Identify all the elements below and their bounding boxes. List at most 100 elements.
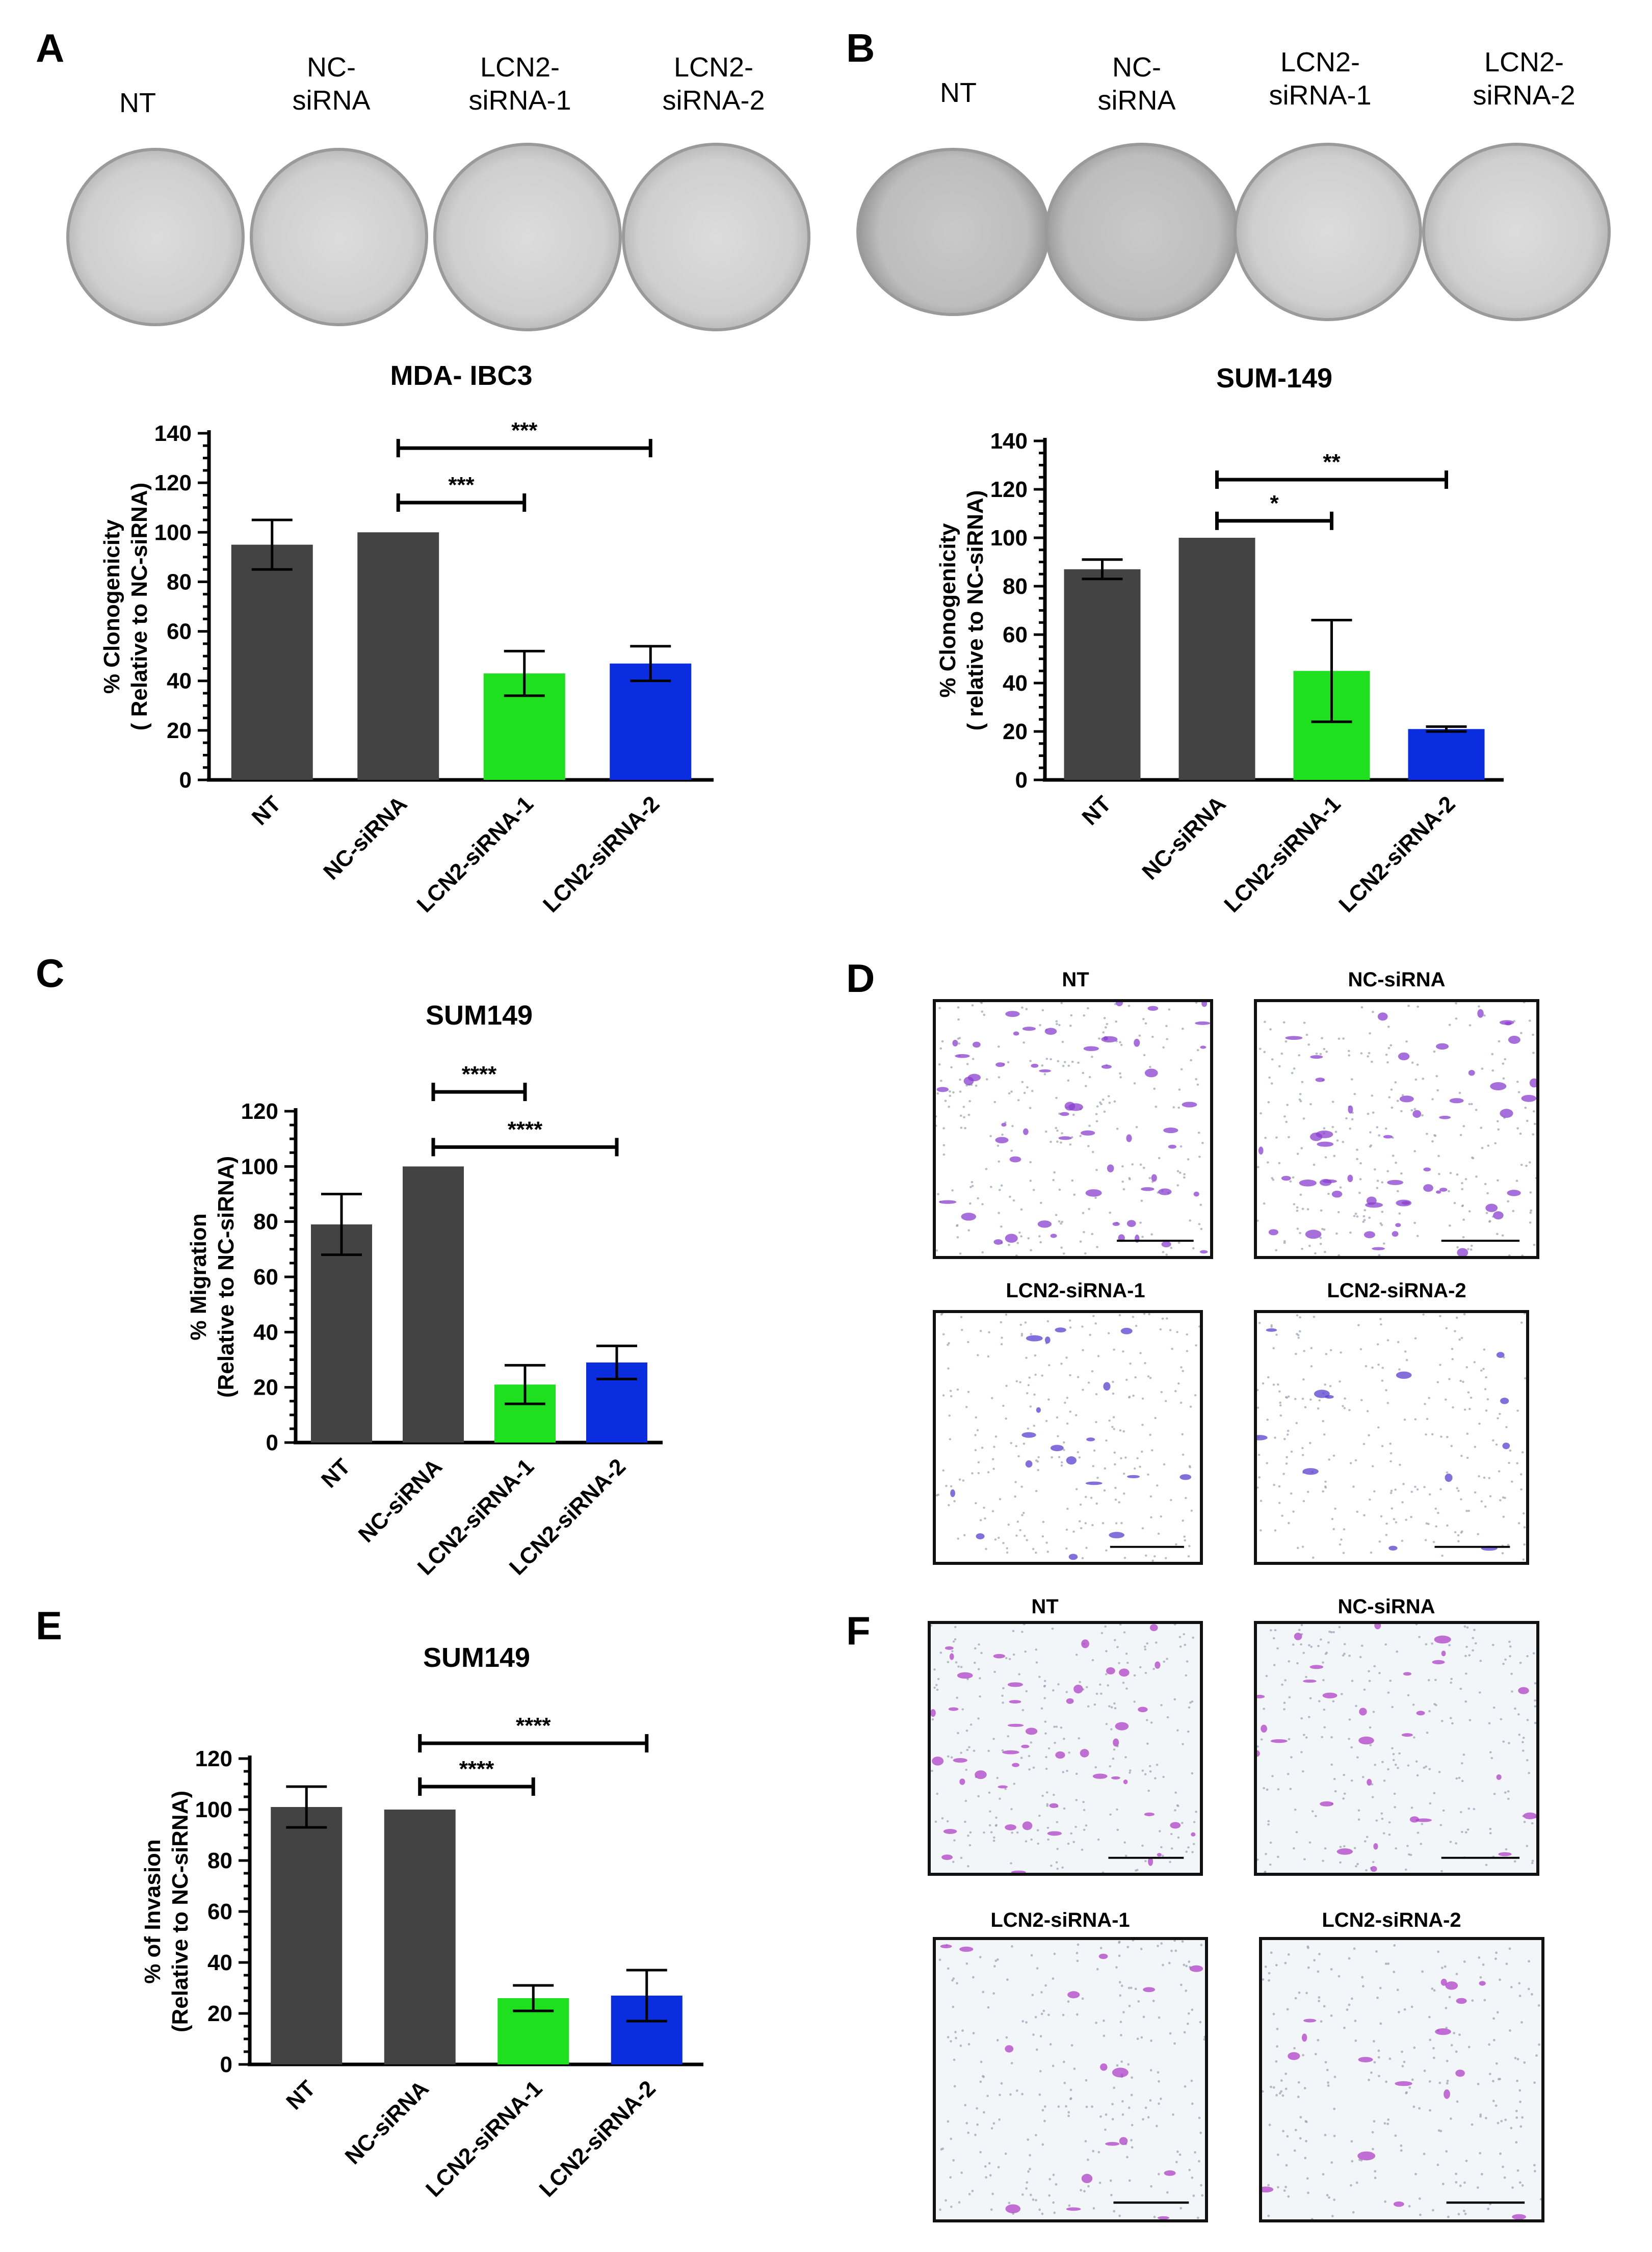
colony-dish-b-lcn2-1: [1234, 143, 1422, 321]
panel-letter-b: B: [846, 25, 875, 70]
dish-label-a-lcn2-1: LCN2- siRNA-1: [468, 52, 571, 116]
error-bar: [504, 649, 545, 697]
colony-dish-a-nc: [250, 148, 428, 326]
y-tick-label: 80: [167, 569, 192, 594]
micrograph-d-nc: [1254, 999, 1539, 1259]
y-tick-label: 100: [195, 1797, 232, 1822]
chart-title-e: SUM149: [423, 1642, 530, 1673]
error-bar: [321, 1193, 362, 1256]
x-tick-label: NC-siRNA: [319, 791, 412, 884]
micrograph-f-lcn2-2: [1259, 1937, 1544, 2222]
bar-lcn2-sirna-2: [610, 663, 692, 780]
significance-label: ****: [516, 1713, 551, 1738]
y-tick-label: 0: [179, 768, 192, 793]
error-bar: [513, 1984, 554, 2012]
error-bar: [251, 518, 293, 571]
y-tick-label: 120: [990, 477, 1028, 502]
significance-label: ***: [448, 473, 475, 497]
colony-dish-b-nt: [856, 148, 1050, 316]
y-tick-label: 100: [990, 526, 1028, 551]
micrograph-d-lcn2-1: [933, 1310, 1203, 1565]
x-tick-label: LCN2-siRNA-1: [1219, 791, 1345, 917]
significance-bracket: [396, 493, 527, 512]
micro-label-f-lcn2-1: LCN2-siRNA-1: [990, 1909, 1130, 1931]
y-tick-label: 20: [207, 2001, 232, 2026]
bar-nc-sirna: [357, 532, 439, 780]
panel-letter-a: A: [36, 25, 65, 70]
significance-label: ****: [508, 1117, 543, 1142]
error-bar: [1311, 619, 1352, 723]
significance-label: *: [1270, 491, 1279, 516]
significance-label: ***: [511, 418, 538, 443]
error-bar: [286, 1785, 327, 1829]
micro-label-d-nc: NC-siRNA: [1348, 968, 1446, 991]
y-tick-label: 100: [241, 1154, 278, 1179]
y-axis-label-a: % Clonogenicity( Relative to NC-siRNA): [99, 483, 152, 731]
x-tick-label: NT: [317, 1454, 355, 1492]
y-tick-label: 120: [154, 470, 192, 495]
micrograph-f-nc: [1254, 1621, 1539, 1876]
error-bar: [626, 1969, 667, 2023]
y-tick-label: 0: [1015, 768, 1028, 793]
bar-nt: [1064, 569, 1141, 780]
micro-label-d-lcn2-1: LCN2-siRNA-1: [1006, 1279, 1145, 1302]
y-axis-label-b: % Clonogenicity( relative to NC-siRNA): [935, 490, 988, 731]
x-tick-label: NT: [281, 2076, 320, 2114]
y-tick-label: 40: [253, 1320, 278, 1345]
bar-chart-a: MDA- IBC3 % Clonogenicity( Relative to NC…: [99, 360, 714, 918]
panel-letter-d: D: [846, 956, 875, 1001]
y-tick-label: 60: [167, 619, 192, 644]
y-tick-label: 80: [207, 1848, 232, 1873]
x-tick-label: NC-siRNA: [354, 1454, 447, 1547]
significance-bracket: [431, 1138, 619, 1157]
x-tick-label: NT: [247, 791, 286, 830]
significance-label: ****: [459, 1757, 494, 1782]
bar-chart-c: SUM149 % Migration (Relative to NC-siRNA) 0…: [186, 1000, 663, 1580]
x-tick-label: LCN2-siRNA-1: [421, 2076, 547, 2202]
bar-lcn2-sirna-2: [1408, 729, 1485, 780]
micro-label-f-lcn2-2: LCN2-siRNA-2: [1322, 1909, 1461, 1931]
significance-label: **: [1323, 450, 1341, 475]
colony-dish-b-lcn2-2: [1422, 143, 1611, 321]
x-tick-label: LCN2-siRNA-2: [538, 791, 664, 917]
y-axis-label-e: % of Invasion (Relative to NC-siRNA): [140, 1791, 193, 2032]
significance-bracket: [396, 439, 652, 458]
dish-label-b-nc: NC- siRNA: [1097, 52, 1176, 116]
y-tick-label: 140: [990, 429, 1028, 454]
y-tick-label: 120: [241, 1099, 278, 1124]
panel-letter-f: F: [846, 1608, 871, 1653]
micro-label-f-nc: NC-siRNA: [1338, 1595, 1435, 1618]
x-tick-label: LCN2-siRNA-2: [1334, 791, 1460, 917]
y-tick-label: 20: [1003, 719, 1028, 744]
colony-dish-a-lcn2-2: [622, 143, 810, 331]
chart-title-b: SUM-149: [1216, 363, 1332, 394]
micro-label-d-lcn2-2: LCN2-siRNA-2: [1327, 1279, 1466, 1302]
micro-label-d-nt: NT: [1062, 968, 1089, 991]
significance-bracket: [418, 1777, 535, 1796]
y-tick-label: 0: [266, 1430, 278, 1455]
y-tick-label: 40: [207, 1950, 232, 1975]
micrograph-d-lcn2-2: [1254, 1310, 1529, 1565]
micrograph-f-lcn2-1: [933, 1937, 1208, 2222]
y-tick-label: 80: [1003, 574, 1028, 599]
significance-bracket: [418, 1734, 649, 1752]
chart-title-a: MDA- IBC3: [390, 360, 533, 391]
error-bar: [505, 1364, 545, 1405]
chart-title-c: SUM149: [426, 1000, 533, 1031]
dish-label-b-lcn2-1: LCN2- siRNA-1: [1269, 47, 1372, 111]
micro-label-f-nt: NT: [1031, 1595, 1059, 1618]
significance-label: ****: [462, 1062, 497, 1087]
dish-label-a-nt: NT: [119, 88, 156, 118]
colony-dish-a-nt: [66, 148, 245, 326]
bar-chart-e: SUM149 % of Invasion (Relative to NC-siRNA…: [140, 1642, 703, 2202]
bar-nc-sirna: [384, 1810, 456, 2064]
colony-dish-a-lcn2-1: [433, 143, 622, 331]
significance-bracket: [431, 1083, 527, 1102]
y-tick-label: 140: [154, 421, 192, 446]
dish-label-b-nt: NT: [940, 77, 977, 108]
colony-dish-b-nc: [1045, 143, 1239, 321]
significance-bracket: [1215, 470, 1448, 489]
y-tick-label: 60: [253, 1265, 278, 1290]
y-tick-label: 60: [1003, 622, 1028, 647]
micrograph-f-nt: [928, 1621, 1203, 1876]
